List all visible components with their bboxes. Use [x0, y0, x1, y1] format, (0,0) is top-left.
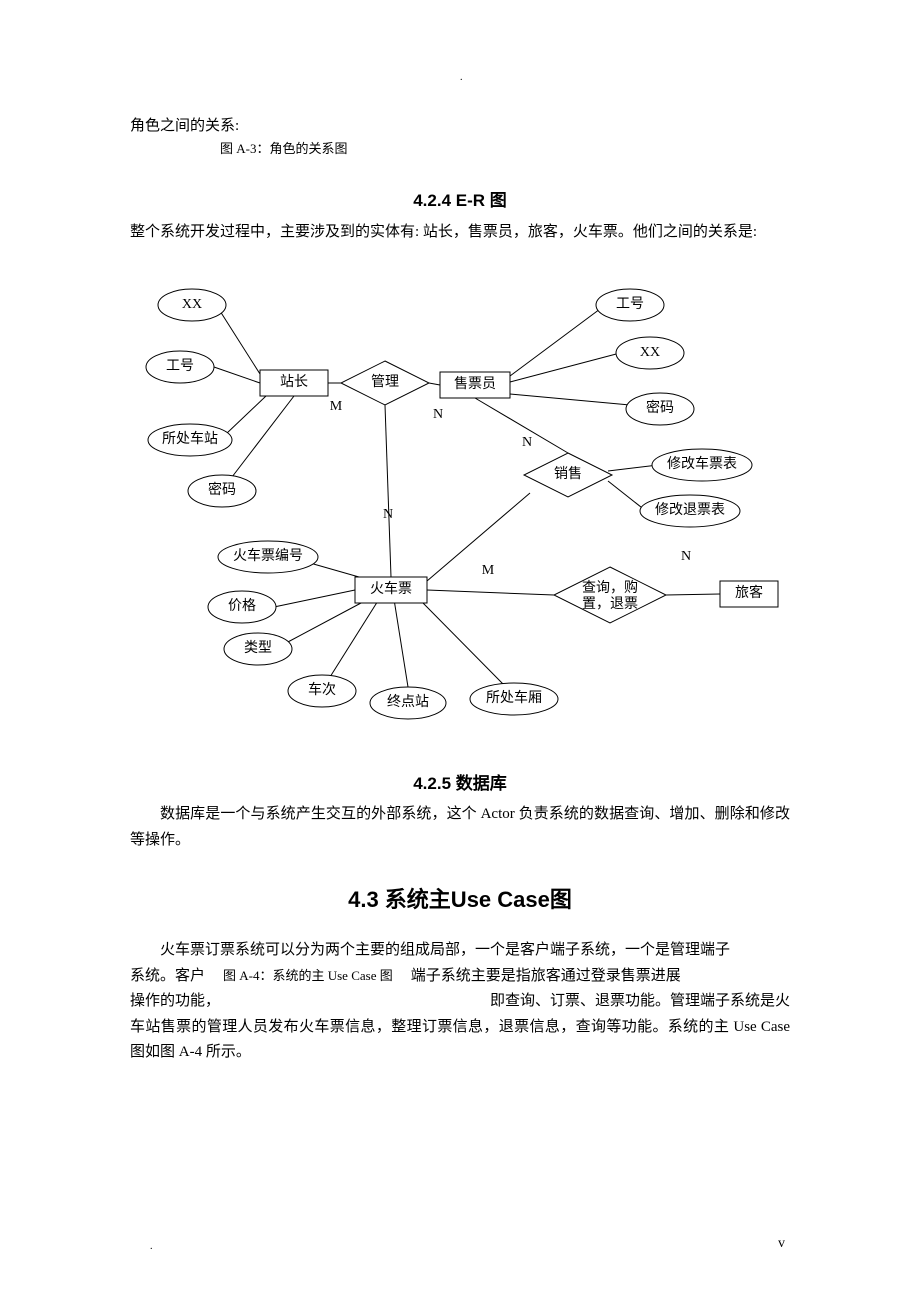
body-43-l1: 火车票订票系统可以分为两个主要的组成局部，一个是客户端子系统，一个是管理端子: [130, 938, 790, 964]
body-43-l3b: 即查询、订票、退票功能。管理端子系统是火: [490, 989, 790, 1015]
svg-text:N: N: [433, 407, 443, 422]
svg-text:售票员: 售票员: [454, 376, 496, 392]
svg-text:管理: 管理: [371, 374, 399, 390]
svg-text:火车票: 火车票: [370, 580, 412, 597]
svg-text:站长: 站长: [280, 374, 308, 390]
heading-425: 4.2.5 数据库: [130, 771, 790, 797]
svg-text:N: N: [383, 507, 393, 522]
svg-text:密码: 密码: [646, 399, 674, 416]
intro-block: 角色之间的关系: 图 A-3：角色的关系图: [130, 115, 790, 160]
svg-text:工号: 工号: [166, 359, 194, 374]
svg-text:所处车厢: 所处车厢: [486, 689, 542, 706]
svg-text:销售: 销售: [554, 466, 582, 482]
svg-text:类型: 类型: [244, 640, 272, 656]
er-diagram: 站长售票员火车票旅客管理销售查询，购置，退票XX工号所处车站密码工号XX密码修改…: [130, 275, 790, 743]
top-dot: .: [460, 70, 463, 85]
footer-page-v: v: [778, 1233, 785, 1254]
footer-dot: .: [150, 1239, 153, 1254]
svg-text:密码: 密码: [208, 481, 236, 498]
svg-text:旅客: 旅客: [735, 584, 763, 601]
svg-text:修改退票表: 修改退票表: [655, 502, 725, 518]
svg-text:XX: XX: [182, 297, 202, 312]
body-43: 火车票订票系统可以分为两个主要的组成局部，一个是客户端子系统，一个是管理端子 系…: [130, 938, 790, 1066]
svg-text:所处车站: 所处车站: [162, 430, 218, 447]
svg-text:修改车票表: 修改车票表: [667, 455, 737, 472]
svg-text:置，退票: 置，退票: [582, 596, 638, 612]
body-43-l2a: 系统。客户: [130, 964, 205, 990]
heading-43: 4.3 系统主Use Case图: [130, 883, 790, 916]
fig-a3-caption: 图 A-3：角色的关系图: [220, 141, 347, 156]
fig-a4-caption: 图 A-4：系统的主 Use Case 图: [223, 965, 393, 987]
svg-text:XX: XX: [640, 345, 660, 360]
body-43-l4: 车站售票的管理人员发布火车票信息，整理订票信息，退票信息，查询等功能。系统的主 …: [130, 1015, 790, 1066]
svg-text:查询，购: 查询，购: [582, 580, 638, 596]
intro-text: 角色之间的关系:: [130, 118, 239, 134]
body-424: 整个系统开发过程中，主要涉及到的实体有: 站长，售票员，旅客，火车票。他们之间的…: [130, 220, 790, 246]
body-43-l3a: 操作的功能，: [130, 989, 220, 1015]
svg-text:车次: 车次: [308, 681, 336, 698]
svg-text:工号: 工号: [616, 297, 644, 312]
svg-text:N: N: [681, 549, 691, 564]
body-425: 数据库是一个与系统产生交互的外部系统，这个 Actor 负责系统的数据查询、增加…: [130, 802, 790, 853]
svg-text:火车票编号: 火车票编号: [233, 547, 303, 564]
svg-text:M: M: [482, 563, 495, 578]
body-43-l2b: 端子系统主要是指旅客通过登录售票进展: [411, 964, 681, 990]
heading-424: 4.2.4 E-R 图: [130, 188, 790, 214]
svg-text:M: M: [330, 399, 343, 414]
svg-text:终点站: 终点站: [387, 694, 429, 710]
svg-text:N: N: [522, 435, 532, 450]
svg-text:价格: 价格: [228, 598, 256, 614]
